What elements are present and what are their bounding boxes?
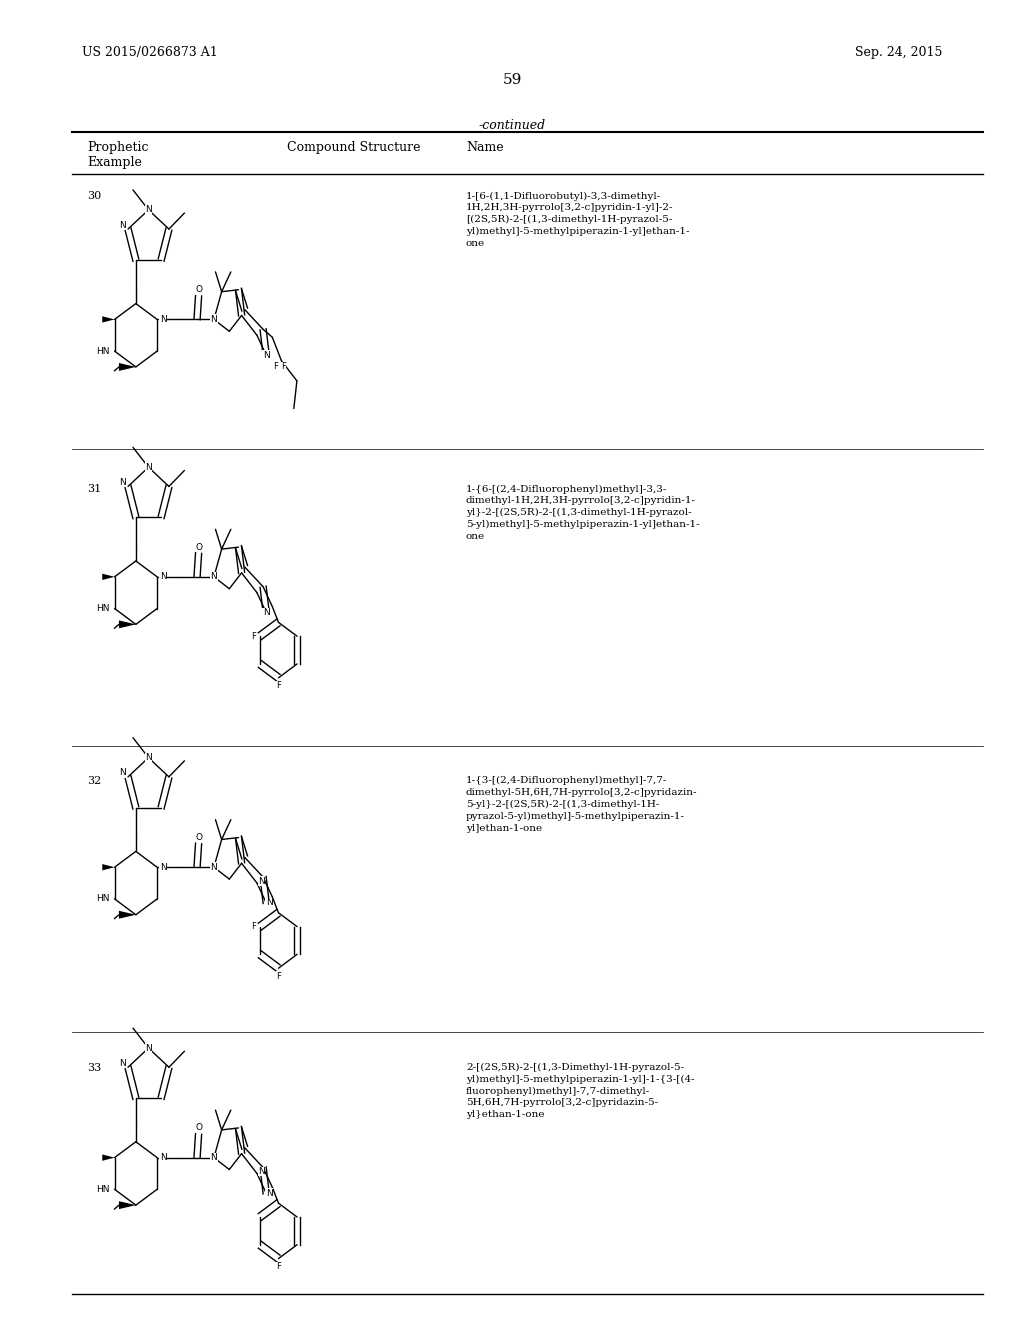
Text: N: N	[160, 1154, 167, 1162]
Text: Compound Structure: Compound Structure	[287, 141, 420, 154]
Text: N: N	[145, 1044, 152, 1052]
Text: N: N	[263, 351, 269, 359]
Text: N: N	[145, 463, 152, 471]
Polygon shape	[102, 1155, 115, 1160]
Text: N: N	[120, 1059, 126, 1068]
Text: N: N	[258, 876, 265, 886]
Text: O: O	[196, 1123, 202, 1133]
Polygon shape	[102, 574, 115, 579]
Text: N: N	[263, 609, 269, 616]
Text: HN: HN	[96, 895, 110, 903]
Polygon shape	[102, 317, 115, 322]
Text: N: N	[120, 768, 126, 777]
Text: Prophetic
Example: Prophetic Example	[87, 141, 148, 169]
Text: N: N	[145, 754, 152, 762]
Polygon shape	[119, 620, 136, 628]
Text: US 2015/0266873 A1: US 2015/0266873 A1	[82, 46, 218, 59]
Polygon shape	[119, 363, 136, 371]
Text: N: N	[266, 1189, 272, 1197]
Text: 33: 33	[87, 1063, 101, 1073]
Text: 1-[6-(1,1-Difluorobutyl)-3,3-dimethyl-
1H,2H,3H-pyrrolo[3,2-c]pyridin-1-yl]-2-
[: 1-[6-(1,1-Difluorobutyl)-3,3-dimethyl- 1…	[466, 191, 689, 248]
Text: N: N	[266, 899, 272, 907]
Text: Name: Name	[466, 141, 504, 154]
Text: HN: HN	[96, 1185, 110, 1193]
Text: N: N	[258, 1167, 265, 1176]
Text: Sep. 24, 2015: Sep. 24, 2015	[855, 46, 942, 59]
Text: N: N	[211, 573, 217, 581]
Text: F: F	[251, 632, 256, 640]
Polygon shape	[119, 1201, 136, 1209]
Polygon shape	[102, 865, 115, 870]
Text: N: N	[160, 863, 167, 871]
Text: N: N	[145, 206, 152, 214]
Text: -continued: -continued	[478, 119, 546, 132]
Text: N: N	[211, 863, 217, 871]
Text: 1-{6-[(2,4-Difluorophenyl)methyl]-3,3-
dimethyl-1H,2H,3H-pyrrolo[3,2-c]pyridin-1: 1-{6-[(2,4-Difluorophenyl)methyl]-3,3- d…	[466, 484, 699, 541]
Text: N: N	[160, 315, 167, 323]
Text: N: N	[120, 478, 126, 487]
Text: O: O	[196, 543, 202, 552]
Text: N: N	[211, 315, 217, 323]
Text: HN: HN	[96, 605, 110, 612]
Text: F: F	[281, 363, 286, 371]
Text: 2-[(2S,5R)-2-[(1,3-Dimethyl-1H-pyrazol-5-
yl)methyl]-5-methylpiperazin-1-yl]-1-{: 2-[(2S,5R)-2-[(1,3-Dimethyl-1H-pyrazol-5…	[466, 1063, 694, 1119]
Text: 1-{3-[(2,4-Difluorophenyl)methyl]-7,7-
dimethyl-5H,6H,7H-pyrrolo[3,2-c]pyridazin: 1-{3-[(2,4-Difluorophenyl)methyl]-7,7- d…	[466, 776, 697, 833]
Text: 32: 32	[87, 776, 101, 787]
Text: F: F	[276, 1262, 281, 1271]
Text: O: O	[196, 833, 202, 842]
Text: HN: HN	[96, 347, 110, 355]
Text: N: N	[160, 573, 167, 581]
Text: N: N	[120, 220, 126, 230]
Text: 31: 31	[87, 484, 101, 495]
Text: 30: 30	[87, 191, 101, 202]
Text: F: F	[251, 923, 256, 931]
Text: F: F	[276, 972, 281, 981]
Text: F: F	[276, 681, 281, 690]
Text: O: O	[196, 285, 202, 294]
Text: F: F	[273, 363, 278, 371]
Text: 59: 59	[503, 73, 521, 87]
Text: N: N	[211, 1154, 217, 1162]
Polygon shape	[119, 911, 136, 919]
